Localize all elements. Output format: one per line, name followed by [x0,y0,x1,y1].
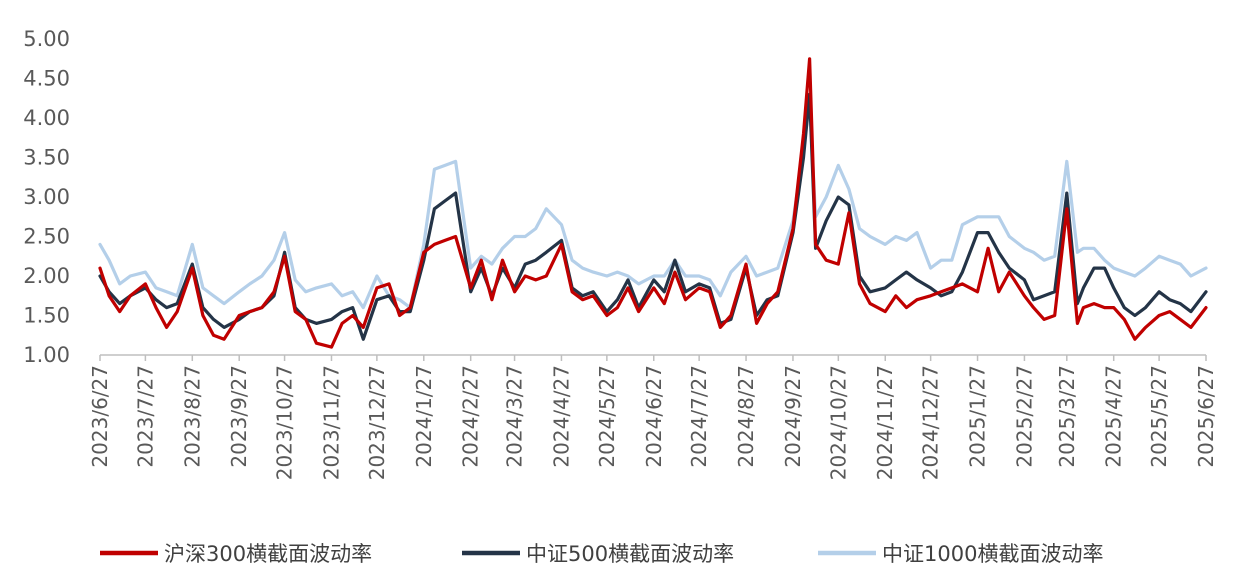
x-tick-label: 2024/7/27 [687,365,711,468]
x-tick-label: 2025/3/27 [1055,365,1079,468]
legend-label-1: 中证500横截面波动率 [526,542,734,566]
x-tick-label: 2024/10/27 [826,365,850,480]
y-tick-label: 3.50 [23,146,70,170]
y-tick-label: 3.00 [23,185,70,209]
x-tick-label: 2025/6/27 [1194,365,1218,468]
legend: 沪深300横截面波动率 中证500横截面波动率 中证1000横截面波动率 [100,542,1103,566]
x-tick-label: 2023/11/27 [319,365,343,480]
y-tick-label: 4.50 [23,67,70,91]
x-tick-label: 2025/1/27 [966,365,990,468]
x-tick-label: 2023/8/27 [180,365,204,468]
y-axis-tick-labels: 1.00 1.50 2.00 2.50 3.00 3.50 4.00 4.50 5.00 [23,27,70,367]
x-tick-label: 2025/5/27 [1147,365,1171,468]
y-tick-label: 1.00 [23,343,70,367]
y-tick-label: 2.00 [23,264,70,288]
y-tick-label: 2.50 [23,225,70,249]
series-lines [98,57,1208,349]
series-line-2 [98,100,1208,310]
x-tick-label: 2025/4/27 [1102,365,1126,468]
y-tick-label: 5.00 [23,27,70,51]
legend-label-0: 沪深300横截面波动率 [164,542,372,566]
x-tick-label: 2024/5/27 [595,365,619,468]
x-tick-label: 2024/12/27 [919,365,943,480]
x-tick-label: 2024/6/27 [642,365,666,468]
x-tick-label: 2025/2/27 [1012,365,1036,468]
x-tick-label: 2024/2/27 [459,365,483,468]
x-tick-label: 2023/7/27 [133,365,157,468]
x-tick-label: 2024/3/27 [503,365,527,468]
x-tick-label: 2024/9/27 [781,365,805,468]
series-line-0 [98,57,1208,349]
x-tick-label: 2023/6/27 [88,365,112,468]
x-axis-tick-labels: 2023/6/27 2023/7/27 2023/8/27 2023/9/27 2023… [88,365,1218,480]
y-tick-label: 4.00 [23,106,70,130]
x-tick-label: 2024/1/27 [412,365,436,468]
x-tick-label: 2024/11/27 [873,365,897,480]
y-tick-label: 1.50 [23,304,70,328]
x-axis-tick-marks [99,355,1207,361]
x-tick-label: 2023/12/27 [365,365,389,480]
x-tick-label: 2024/8/27 [734,365,758,468]
x-tick-label: 2023/9/27 [227,365,251,468]
x-tick-label: 2024/4/27 [549,365,573,468]
x-tick-label: 2023/10/27 [273,365,297,480]
legend-label-2: 中证1000横截面波动率 [882,542,1103,566]
